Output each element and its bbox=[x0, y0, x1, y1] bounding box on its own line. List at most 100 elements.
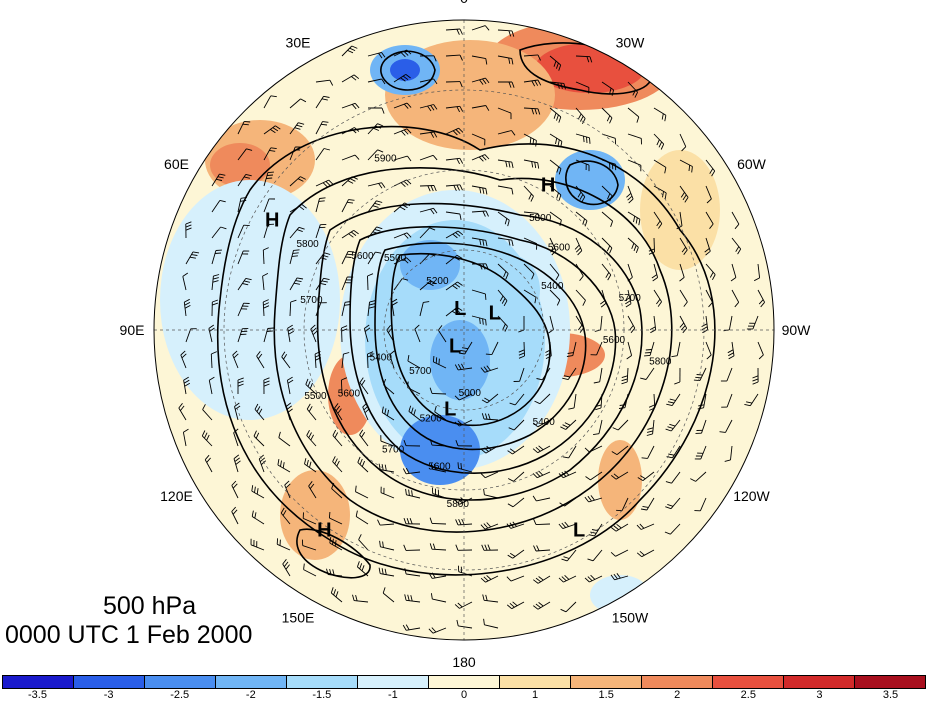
wind-barb bbox=[705, 263, 716, 281]
map-border bbox=[153, 19, 775, 641]
contour-label: 5600 bbox=[603, 335, 626, 346]
wind-barb bbox=[679, 289, 688, 307]
wind-barb bbox=[676, 211, 683, 230]
wind-barb bbox=[211, 249, 222, 265]
wind-barb bbox=[302, 512, 317, 525]
wind-barb bbox=[429, 387, 447, 395]
high-pressure-center: H bbox=[541, 174, 555, 196]
contour-label: 5000 bbox=[459, 388, 482, 399]
wind-barb bbox=[211, 274, 220, 291]
colorbar-box bbox=[3, 676, 74, 688]
wind-barb bbox=[315, 95, 330, 109]
height-contours bbox=[216, 42, 716, 579]
wind-barb bbox=[497, 55, 514, 65]
wind-barb bbox=[693, 367, 707, 382]
wind-barb bbox=[624, 289, 632, 308]
wind-barb bbox=[665, 471, 681, 484]
wind-barb bbox=[182, 428, 189, 447]
wind-barb bbox=[251, 485, 265, 499]
wind-barb bbox=[616, 497, 629, 512]
wind-barb bbox=[627, 315, 636, 334]
wind-barb bbox=[419, 131, 438, 138]
wind-barb bbox=[393, 179, 412, 188]
wind-barb bbox=[208, 376, 215, 395]
wind-barb bbox=[506, 575, 525, 582]
wind-barb bbox=[201, 430, 213, 447]
wind-barb bbox=[367, 300, 376, 317]
wind-barb bbox=[523, 289, 537, 304]
colorbar-tick-label: -3.5 bbox=[28, 689, 47, 701]
wind-barb bbox=[560, 601, 577, 613]
wind-barb bbox=[549, 211, 562, 227]
wind-barb bbox=[471, 55, 488, 65]
contour-label: 5500 bbox=[304, 391, 327, 402]
wind-barb bbox=[480, 471, 499, 479]
colorbar-box bbox=[287, 676, 358, 688]
lat-lon-grid bbox=[154, 20, 774, 640]
wind-barb bbox=[379, 540, 395, 551]
colorbar-box bbox=[713, 676, 784, 688]
wind-barb bbox=[523, 107, 541, 115]
low-pressure-center: L bbox=[489, 302, 501, 324]
wind-barb bbox=[341, 352, 350, 369]
wind-barb bbox=[445, 307, 463, 317]
wind-barb bbox=[653, 107, 667, 122]
height-contour bbox=[380, 50, 436, 91]
longitude-labels: 0 30W 60W 90W 120W 150W 180 150E 120E 90E 60E 30E bbox=[120, 0, 812, 670]
wind-barb bbox=[454, 497, 473, 505]
wind-barb bbox=[393, 257, 412, 265]
wind-barb bbox=[497, 107, 512, 120]
wind-barb bbox=[357, 456, 369, 473]
wind-barb bbox=[231, 480, 239, 499]
wind-barb bbox=[332, 429, 343, 447]
wind-barb bbox=[445, 28, 463, 35]
wind-barb bbox=[626, 185, 634, 204]
contour-label: 5500 bbox=[384, 253, 407, 264]
height-contour bbox=[316, 202, 643, 501]
wind-barb bbox=[497, 29, 515, 37]
wind-barb bbox=[653, 211, 663, 229]
wind-barb bbox=[429, 517, 447, 525]
wind-barb bbox=[341, 230, 359, 239]
wind-barb bbox=[507, 497, 525, 508]
wind-barb bbox=[705, 341, 712, 360]
anomaly-positive bbox=[598, 440, 642, 520]
contour-label: 5600 bbox=[428, 462, 451, 473]
wind-barb bbox=[263, 327, 274, 343]
wind-barb bbox=[381, 406, 395, 421]
wind-barbs bbox=[178, 25, 765, 634]
wind-barb bbox=[306, 403, 317, 421]
wind-barb bbox=[256, 351, 265, 369]
colorbar-box bbox=[74, 676, 145, 688]
wind-barb bbox=[402, 467, 421, 475]
wind-barb bbox=[621, 367, 629, 385]
wind-barb bbox=[549, 133, 563, 148]
wind-barb bbox=[414, 324, 421, 343]
wind-barb bbox=[612, 419, 629, 431]
wind-barb bbox=[305, 378, 317, 395]
wind-barb bbox=[367, 251, 382, 265]
wind-barb bbox=[533, 575, 551, 584]
wind-barb bbox=[611, 523, 629, 532]
wind-barb bbox=[289, 277, 304, 291]
wind-barb bbox=[286, 376, 294, 395]
wind-barb bbox=[549, 237, 557, 256]
wind-barb bbox=[326, 568, 343, 577]
wind-barb bbox=[507, 471, 525, 482]
wind-barb bbox=[262, 247, 269, 265]
wind-barb bbox=[507, 445, 525, 455]
wind-barb bbox=[480, 522, 499, 530]
low-pressure-center: L bbox=[444, 399, 456, 421]
wind-barb bbox=[471, 25, 490, 31]
wind-barb bbox=[234, 402, 241, 421]
wind-barb bbox=[341, 176, 358, 187]
anomaly-positive bbox=[640, 150, 720, 270]
wind-barb bbox=[704, 237, 711, 256]
wind-barb bbox=[380, 486, 395, 499]
wind-barb bbox=[289, 146, 302, 161]
wind-barb bbox=[355, 510, 369, 525]
wind-barb bbox=[182, 272, 189, 291]
wind-barb bbox=[237, 327, 249, 343]
wind-barb bbox=[202, 404, 213, 421]
colorbar-tick-label: -2.5 bbox=[170, 689, 190, 701]
